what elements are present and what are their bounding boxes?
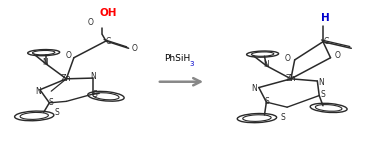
Text: 3: 3	[190, 61, 194, 67]
Text: S: S	[92, 90, 97, 99]
Text: O: O	[131, 44, 137, 53]
Text: C: C	[324, 36, 328, 46]
Text: O: O	[335, 52, 340, 60]
Text: Zn: Zn	[61, 74, 71, 83]
Text: Zn: Zn	[286, 74, 296, 83]
Text: N: N	[251, 84, 257, 93]
Text: S: S	[321, 90, 325, 99]
Text: OH: OH	[99, 8, 116, 18]
Text: PhSiH: PhSiH	[164, 54, 191, 63]
Text: S: S	[264, 97, 269, 106]
Text: O: O	[65, 51, 71, 60]
Text: N: N	[35, 87, 41, 96]
Text: C: C	[105, 36, 110, 46]
Text: N: N	[43, 58, 48, 67]
Text: S: S	[281, 113, 286, 122]
Text: O: O	[285, 54, 291, 63]
Text: N: N	[318, 78, 324, 87]
Text: H: H	[321, 13, 329, 23]
Text: O: O	[88, 18, 94, 27]
Text: N: N	[263, 60, 269, 69]
Text: N: N	[90, 72, 96, 81]
Text: S: S	[49, 98, 54, 107]
Text: S: S	[54, 108, 59, 117]
